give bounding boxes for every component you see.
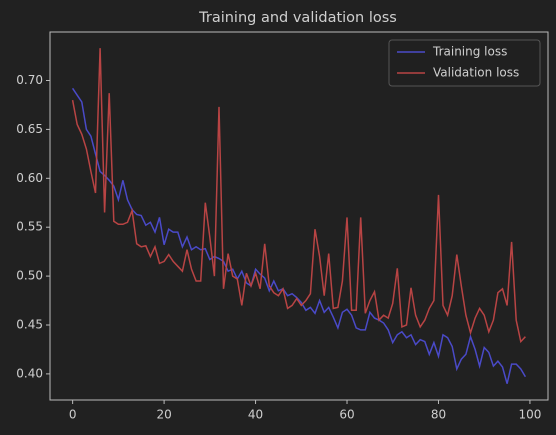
y-tick-label: 0.45 bbox=[16, 317, 43, 331]
x-tick-label: 0 bbox=[69, 408, 77, 422]
series-line bbox=[71, 48, 526, 344]
y-tick-label: 0.55 bbox=[16, 220, 43, 234]
x-tick-label: 40 bbox=[248, 408, 263, 422]
series-line bbox=[71, 87, 527, 384]
y-tick-label: 0.40 bbox=[16, 366, 43, 380]
legend-box bbox=[388, 39, 541, 87]
legend-label: Validation loss bbox=[433, 66, 519, 80]
y-tick-label: 0.50 bbox=[16, 269, 43, 283]
chart-title: Training and validation loss bbox=[198, 10, 397, 26]
legend-label: Training loss bbox=[432, 45, 507, 59]
y-tick-label: 0.60 bbox=[16, 171, 43, 185]
x-tick-label: 20 bbox=[156, 408, 171, 422]
x-tick-label: 60 bbox=[339, 408, 354, 422]
y-tick-label: 0.65 bbox=[16, 122, 43, 136]
y-tick-label: 0.70 bbox=[16, 73, 43, 87]
x-tick-label: 80 bbox=[431, 408, 446, 422]
x-tick-label: 100 bbox=[518, 408, 541, 422]
